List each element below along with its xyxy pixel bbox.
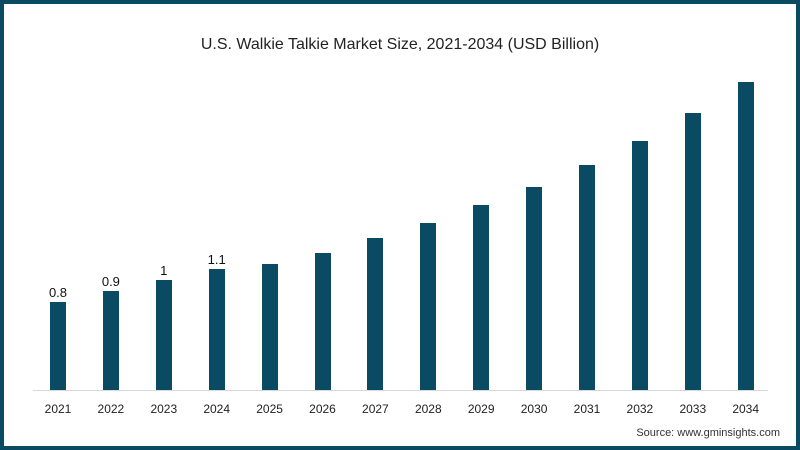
x-tick-2034: 2034 bbox=[732, 402, 760, 416]
x-tick-2030: 2030 bbox=[520, 402, 548, 416]
x-tick-2021: 2021 bbox=[44, 402, 72, 416]
x-tick-2029: 2029 bbox=[467, 402, 495, 416]
x-tick-2027: 2027 bbox=[362, 402, 389, 416]
x-tick-2026: 2026 bbox=[309, 402, 336, 416]
bar-2033 bbox=[684, 112, 701, 390]
bar-2027 bbox=[367, 238, 384, 390]
source-note: Source: www.gminsights.com bbox=[636, 427, 780, 439]
bar-2023 bbox=[155, 280, 172, 390]
bar-2034 bbox=[737, 82, 754, 390]
bar-2026 bbox=[314, 252, 331, 390]
bar-2024 bbox=[208, 269, 225, 390]
chart-frame bbox=[4, 4, 796, 446]
x-tick-2025: 2025 bbox=[256, 402, 283, 416]
bar-2025 bbox=[261, 263, 278, 390]
bar-2030 bbox=[526, 186, 543, 390]
bar-2028 bbox=[420, 222, 437, 390]
value-label-2022: 0.9 bbox=[101, 274, 120, 289]
bar-2031 bbox=[579, 164, 595, 390]
x-axis-line bbox=[33, 390, 768, 391]
x-tick-2031: 2031 bbox=[573, 402, 601, 416]
chart-title: U.S. Walkie Talkie Market Size, 2021-203… bbox=[200, 36, 600, 53]
x-tick-2023: 2023 bbox=[150, 402, 178, 416]
value-label-2021: 0.8 bbox=[48, 285, 68, 300]
x-tick-2032: 2032 bbox=[626, 402, 654, 416]
x-tick-2028: 2028 bbox=[414, 402, 442, 416]
value-label-2023: 1 bbox=[160, 263, 168, 278]
x-tick-2022: 2022 bbox=[97, 402, 125, 416]
bar-2022 bbox=[102, 291, 119, 390]
bar-2021 bbox=[50, 302, 66, 390]
x-tick-2033: 2033 bbox=[679, 402, 707, 416]
bar-2029 bbox=[473, 205, 490, 390]
x-tick-2024: 2024 bbox=[203, 402, 231, 416]
bar-2032 bbox=[631, 141, 648, 390]
value-label-2024: 1.1 bbox=[207, 252, 226, 267]
